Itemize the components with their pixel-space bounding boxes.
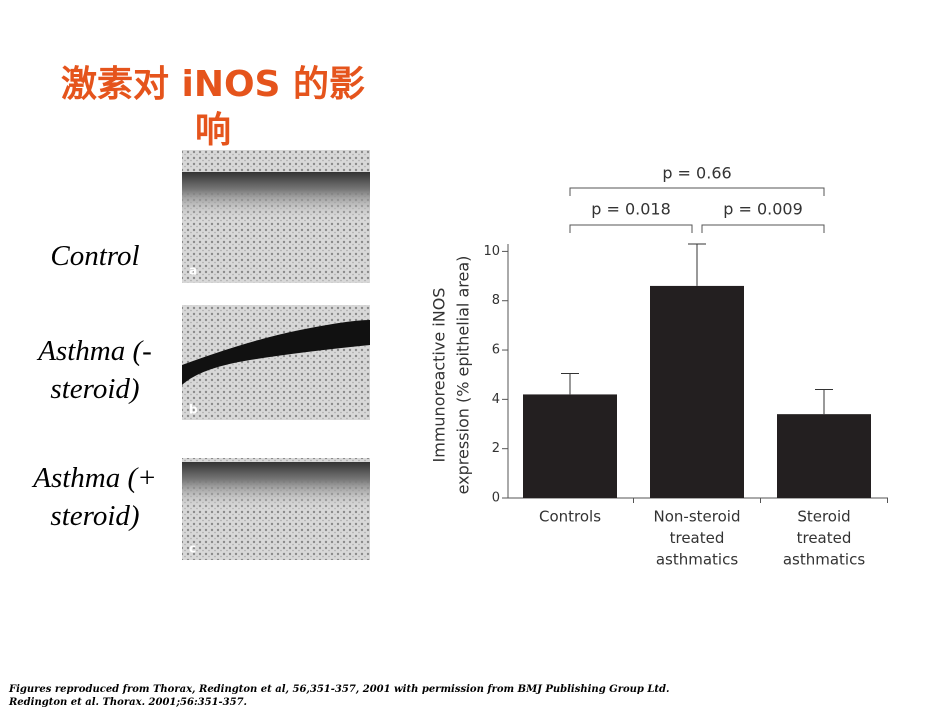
x-tick-label: asthmatics (656, 551, 738, 569)
y-tick-label: 2 (492, 441, 500, 456)
panel-tag: a (189, 264, 197, 278)
slide-title: 激素对 iNOS 的影响 (60, 64, 366, 151)
panel-label: Asthma (+ steroid) (33, 462, 157, 532)
panel-tag: c (189, 542, 196, 556)
y-tick-label: 8 (492, 293, 500, 308)
error-bar (688, 243, 706, 286)
error-bar (561, 372, 579, 395)
bar (777, 414, 871, 498)
footnote: Figures reproduced from Thorax, Redingto… (9, 684, 670, 695)
y-tick-label: 4 (492, 392, 500, 407)
bar (523, 394, 617, 498)
p-value: p = 0.018 (591, 200, 671, 219)
x-tick-label: Steroid (797, 508, 850, 526)
y-axis-label: expression (% epithelial area) (454, 256, 473, 495)
panel-label: Control (50, 240, 140, 272)
bracket (701, 224, 825, 233)
bracket (569, 224, 693, 233)
x-tick-label: asthmatics (783, 551, 865, 569)
y-tick-label: 6 (492, 343, 500, 358)
p-value: p = 0.009 (723, 200, 803, 219)
x-tick-label: Non-steroid (654, 508, 741, 526)
x-tick-label: treated (670, 529, 725, 547)
p-value: p = 0.66 (662, 164, 731, 183)
y-axis-label: Immunoreactive iNOS (430, 288, 449, 463)
y-tick-label: 0 (492, 491, 500, 506)
error-bar (815, 388, 833, 415)
bracket (569, 187, 825, 196)
panel-tag: b (189, 403, 198, 417)
bar (650, 285, 744, 498)
footnote: Redington et al. Thorax. 2001;56:351-357… (9, 697, 248, 708)
panel-label: Asthma (-steroid) (38, 335, 152, 405)
x-tick-label: treated (797, 529, 852, 547)
histology-a (182, 150, 370, 283)
x-tick-label: Controls (539, 508, 601, 526)
histology-c (182, 458, 370, 560)
histology-b (182, 305, 370, 420)
y-tick-label: 10 (483, 244, 500, 259)
